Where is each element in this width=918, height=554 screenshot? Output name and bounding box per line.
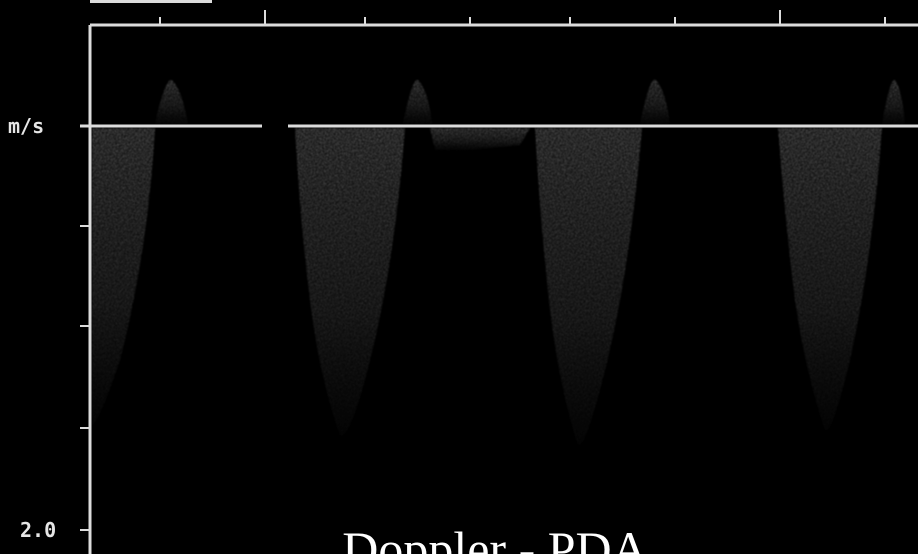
scale-bar: [90, 0, 212, 3]
page: {"axis_unit": "m/s", "scale_label": "2.0…: [0, 0, 918, 554]
doppler-image: m/s 2.0 Doppler - PDA: [0, 0, 918, 554]
scale-label: 2.0: [20, 518, 56, 542]
axis-unit: m/s: [8, 114, 44, 138]
caption: Doppler - PDA: [342, 521, 648, 554]
